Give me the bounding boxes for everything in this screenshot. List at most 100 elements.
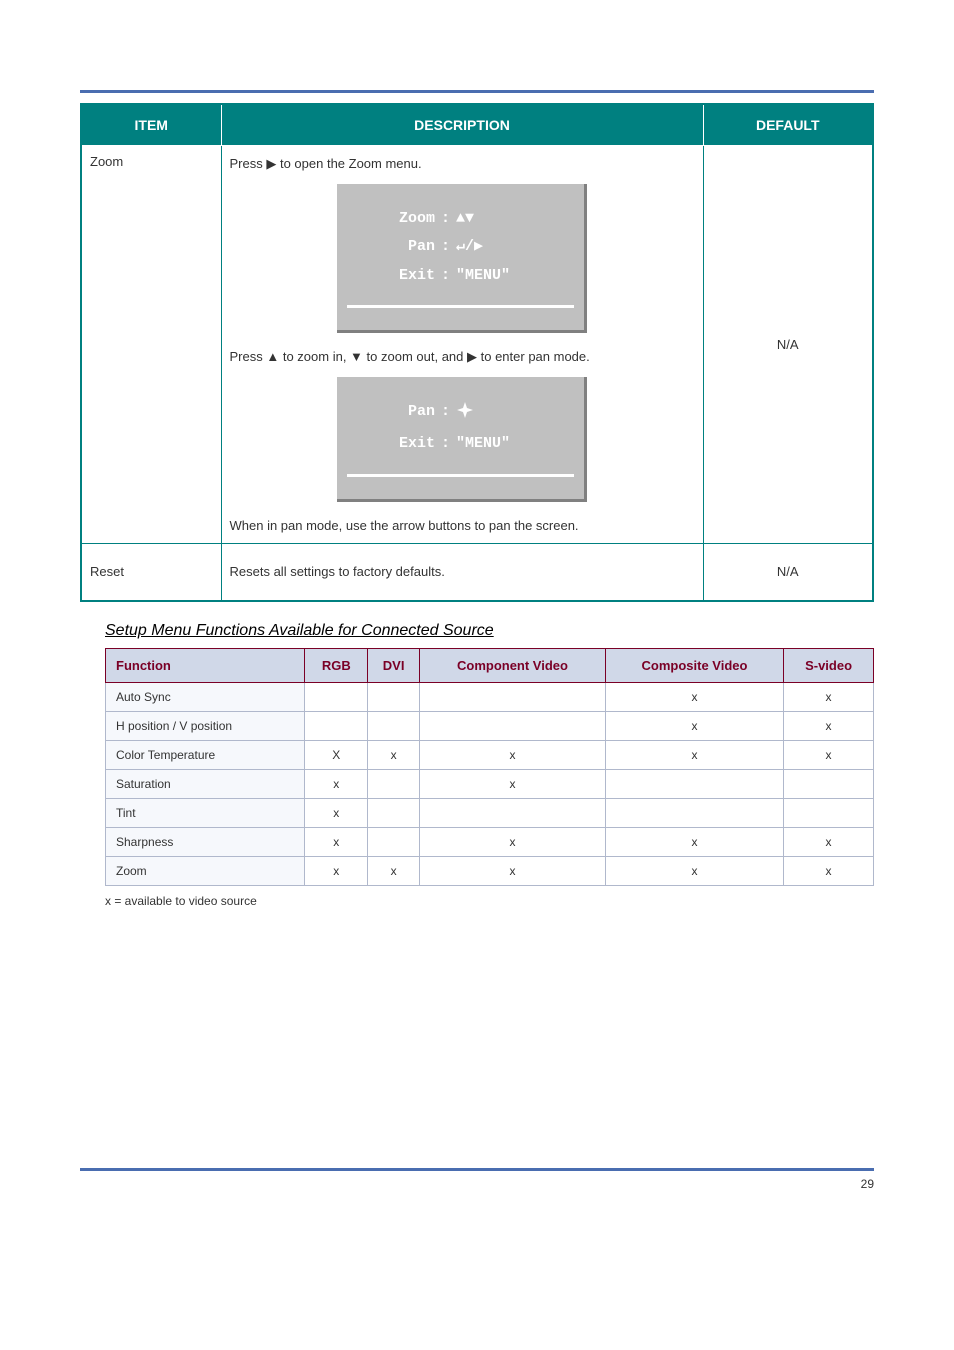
- up-arrow-icon: ▲: [266, 347, 279, 367]
- cell: [368, 769, 420, 798]
- osd-value-icon: ↵/▶: [456, 236, 536, 259]
- osd-label: Pan: [385, 236, 435, 259]
- osd-zoom-menu: Zoom : ▲▼ Pan : ↵/▶ Exit :: [337, 184, 587, 334]
- text: Press: [230, 156, 267, 171]
- osd-label: Pan: [385, 401, 435, 428]
- text: to enter pan mode.: [481, 349, 590, 364]
- table-row: Sharpnessxxxx: [106, 827, 874, 856]
- cell: x: [605, 682, 783, 711]
- page-number: 29: [80, 1177, 874, 1191]
- setup-menu-table: ITEM DESCRIPTION DEFAULT Zoom Press ▶ to…: [80, 103, 874, 602]
- cell: [605, 769, 783, 798]
- row-reset: Reset Resets all settings to factory def…: [81, 544, 873, 601]
- table2-note: x = available to video source: [105, 894, 874, 908]
- footer-rule: [80, 1168, 874, 1171]
- cell: [305, 682, 368, 711]
- zoom-instruction-2: Press ▲ to zoom in, ▼ to zoom out, and ▶…: [230, 347, 695, 367]
- cell: [368, 682, 420, 711]
- cell: [368, 711, 420, 740]
- right-arrow-icon: ▶: [266, 154, 276, 174]
- col-rgb: RGB: [305, 648, 368, 682]
- cell: [420, 798, 606, 827]
- cell: x: [784, 740, 874, 769]
- zoom-instruction-3: When in pan mode, use the arrow buttons …: [230, 516, 695, 536]
- cell: x: [305, 827, 368, 856]
- osd-row-exit: Exit : "MENU": [347, 433, 574, 456]
- col-component: Component Video: [420, 648, 606, 682]
- osd-label: Exit: [385, 265, 435, 288]
- function-name: Tint: [106, 798, 305, 827]
- col-function: Function: [106, 648, 305, 682]
- table-row: Zoomxxxxx: [106, 856, 874, 885]
- osd-row-pan: Pan : ↵/▶: [347, 236, 574, 259]
- reset-description: Resets all settings to factory defaults.: [221, 544, 703, 601]
- page: ITEM DESCRIPTION DEFAULT Zoom Press ▶ to…: [0, 90, 954, 1191]
- function-name: Saturation: [106, 769, 305, 798]
- osd-value: "MENU": [456, 265, 536, 288]
- cell: x: [605, 711, 783, 740]
- osd-pan-menu: Pan : Exit :: [337, 377, 587, 502]
- text: to zoom out, and: [367, 349, 467, 364]
- table-row: H position / V position xx: [106, 711, 874, 740]
- cell: x: [605, 827, 783, 856]
- col-description: DESCRIPTION: [221, 104, 703, 146]
- osd-row-pan: Pan :: [347, 401, 574, 428]
- function-name: H position / V position: [106, 711, 305, 740]
- cell: x: [368, 856, 420, 885]
- cell: x: [420, 769, 606, 798]
- source-functions-table: Function RGB DVI Component Video Composi…: [105, 648, 874, 886]
- cell: x: [305, 798, 368, 827]
- cell: [420, 711, 606, 740]
- right-arrow-icon: ▶: [467, 347, 477, 367]
- cell: x: [784, 711, 874, 740]
- reset-label: Reset: [81, 544, 221, 601]
- cell: x: [305, 856, 368, 885]
- cell: x: [784, 682, 874, 711]
- text: to open the Zoom menu.: [280, 156, 422, 171]
- cell: [420, 682, 606, 711]
- row-zoom: Zoom Press ▶ to open the Zoom menu. Zoom…: [81, 146, 873, 544]
- colon: :: [441, 208, 450, 231]
- colon: :: [441, 433, 450, 456]
- function-name: Color Temperature: [106, 740, 305, 769]
- osd-row-exit: Exit : "MENU": [347, 265, 574, 288]
- cell: x: [420, 827, 606, 856]
- pan-diamond-icon: [456, 401, 474, 419]
- cell: x: [305, 769, 368, 798]
- cell: x: [420, 856, 606, 885]
- zoom-default: N/A: [703, 146, 873, 544]
- colon: :: [441, 265, 450, 288]
- zoom-instruction-1: Press ▶ to open the Zoom menu.: [230, 154, 695, 174]
- reset-default: N/A: [703, 544, 873, 601]
- down-arrow-icon: ▼: [350, 347, 363, 367]
- zoom-description: Press ▶ to open the Zoom menu. Zoom : ▲ ▼: [221, 146, 703, 544]
- section-title-text: Setup Menu Functions Available for Conne…: [105, 622, 494, 639]
- cell: x: [605, 856, 783, 885]
- col-item: ITEM: [81, 104, 221, 146]
- cell: [784, 798, 874, 827]
- cell: [605, 798, 783, 827]
- cell: [305, 711, 368, 740]
- function-name: Zoom: [106, 856, 305, 885]
- text: to zoom in,: [283, 349, 350, 364]
- osd-value: "MENU": [456, 433, 536, 456]
- cell: [784, 769, 874, 798]
- osd-value-icon: [456, 401, 536, 428]
- osd-inner: Pan : Exit :: [347, 401, 574, 477]
- text: Press: [230, 349, 267, 364]
- col-default: DEFAULT: [703, 104, 873, 146]
- cell: x: [605, 740, 783, 769]
- cell: x: [784, 827, 874, 856]
- table-row: Tintx: [106, 798, 874, 827]
- table-row: Saturationxx: [106, 769, 874, 798]
- osd-label: Zoom: [385, 208, 435, 231]
- function-name: Auto Sync: [106, 682, 305, 711]
- top-rule: [80, 90, 874, 93]
- col-composite: Composite Video: [605, 648, 783, 682]
- cell: X: [305, 740, 368, 769]
- table-row: Auto Sync xx: [106, 682, 874, 711]
- zoom-label: Zoom: [81, 146, 221, 544]
- table2-body: Auto SyncxxH position / V positionxxColo…: [106, 682, 874, 885]
- col-svideo: S-video: [784, 648, 874, 682]
- osd-label: Exit: [385, 433, 435, 456]
